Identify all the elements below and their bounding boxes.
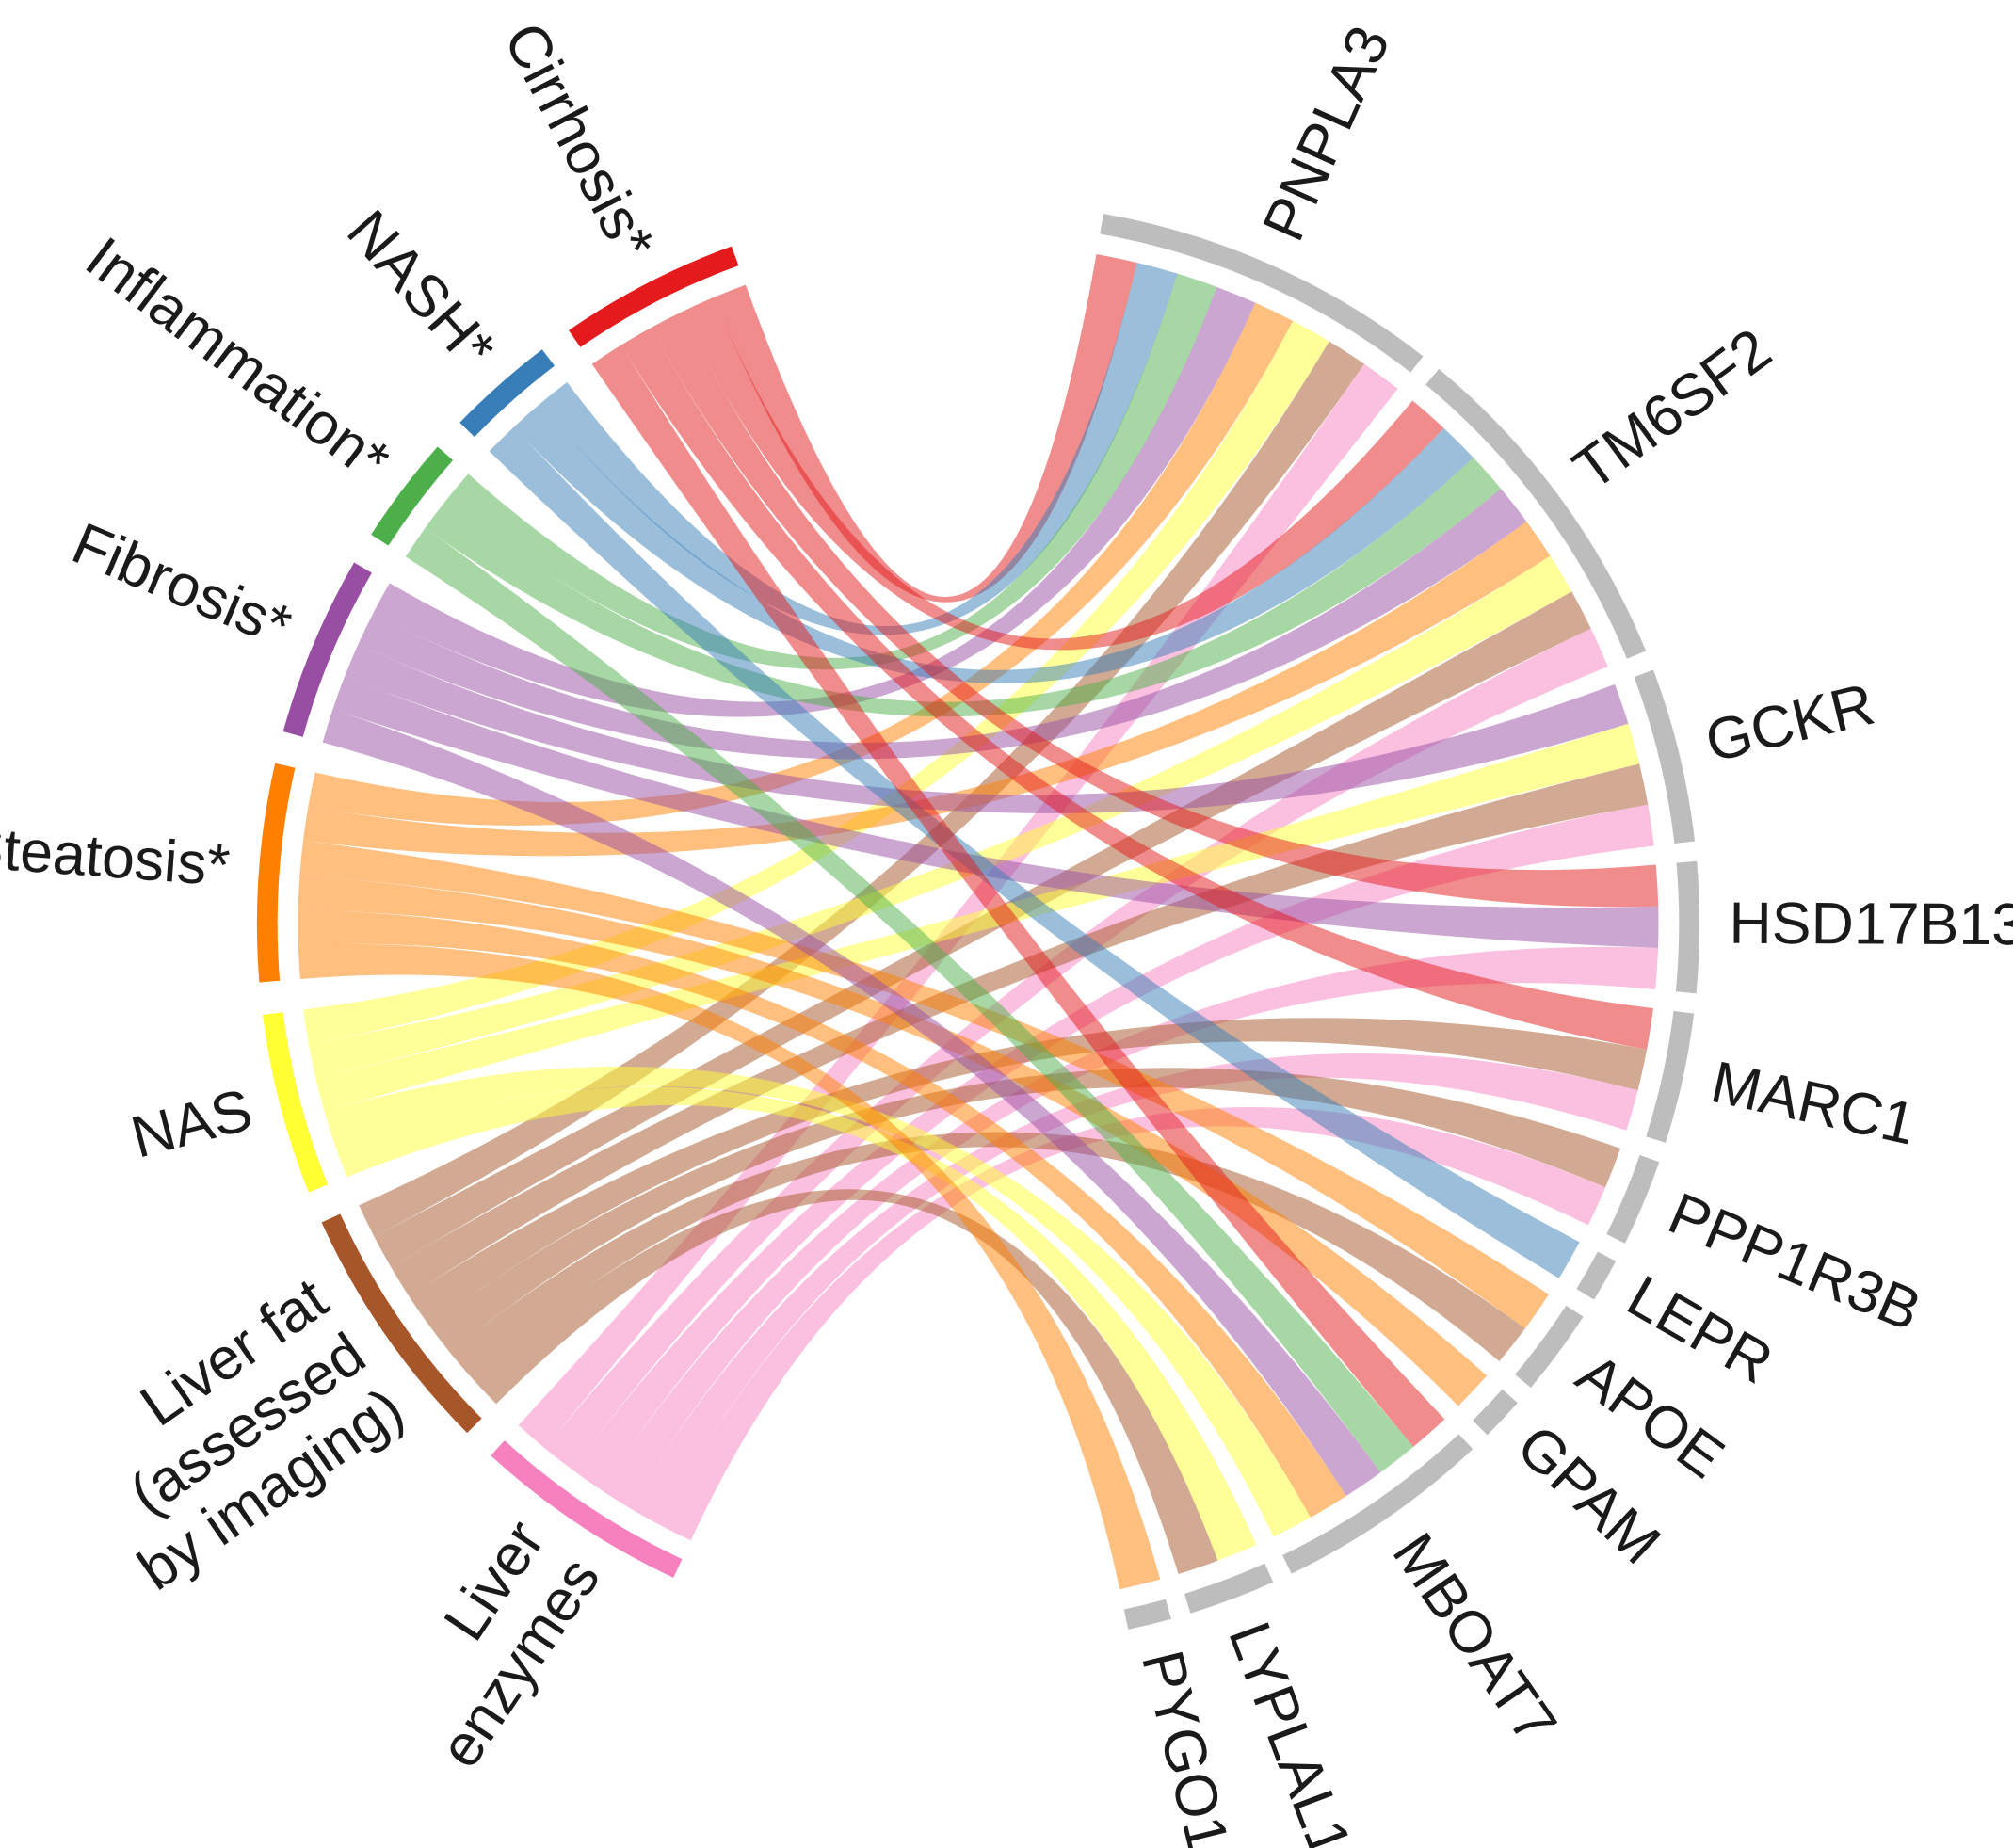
chord-ribbon bbox=[344, 644, 1629, 813]
gene-arc bbox=[1515, 1305, 1584, 1389]
node-label: PNPLA3 bbox=[1250, 17, 1403, 250]
node-label: MBOAT7 bbox=[1380, 1521, 1570, 1755]
node-label: GCKR bbox=[1699, 671, 1881, 776]
chord-ribbon bbox=[713, 253, 1137, 603]
chord-ribbon bbox=[539, 263, 1178, 635]
node-label: LYPLAL1 bbox=[1216, 1614, 1363, 1848]
trait-arc bbox=[568, 246, 739, 347]
trait-arc bbox=[459, 349, 556, 438]
gene-arc bbox=[1606, 1155, 1660, 1244]
node-label-line: Cirrhosis* bbox=[491, 12, 667, 270]
node-label: Steatosis* bbox=[0, 814, 232, 899]
rings bbox=[256, 214, 1700, 1630]
trait-arc bbox=[256, 763, 296, 983]
chord-ribbon bbox=[324, 1066, 1311, 1537]
gene-arc bbox=[1473, 1389, 1518, 1436]
node-label: PYGO1 bbox=[1129, 1645, 1241, 1848]
gene-arc bbox=[1646, 1010, 1695, 1143]
node-label-line: MBOAT7 bbox=[1380, 1521, 1570, 1755]
node-label-line: PNPLA3 bbox=[1250, 17, 1403, 250]
trait-arc bbox=[263, 1012, 329, 1193]
chord-ribbon bbox=[308, 555, 1572, 1079]
node-label: Fibrosis* bbox=[63, 510, 300, 660]
node-label-line: Inflammation* bbox=[73, 224, 401, 494]
chord-ribbon bbox=[489, 426, 1580, 1278]
gene-arc bbox=[1100, 214, 1424, 373]
node-label-line: LYPLAL1 bbox=[1216, 1614, 1363, 1848]
chord-ribbon bbox=[409, 1018, 1648, 1326]
chord-ribbon bbox=[332, 676, 1659, 948]
trait-arc bbox=[491, 1440, 683, 1578]
trait-arc bbox=[282, 562, 372, 737]
chord-ribbon bbox=[391, 763, 1649, 1297]
node-label: NAS bbox=[124, 1077, 258, 1171]
node-label: Inflammation* bbox=[73, 224, 401, 494]
node-label-line: HSD17B13 bbox=[1729, 891, 2013, 957]
node-label-line: NAS bbox=[124, 1077, 258, 1171]
node-label-line: NASH* bbox=[334, 198, 507, 381]
chord-ribbon bbox=[544, 628, 1608, 1470]
trait-arc bbox=[321, 1213, 482, 1434]
node-label: TM6SF2 bbox=[1562, 316, 1783, 504]
trait-arc bbox=[371, 446, 454, 546]
gene-arc bbox=[1123, 1599, 1171, 1630]
chord-ribbon bbox=[298, 909, 1346, 1518]
gene-arc bbox=[1425, 368, 1647, 659]
gene-arc bbox=[1675, 860, 1700, 994]
chord-ribbon bbox=[302, 521, 1551, 857]
node-label: Cirrhosis* bbox=[491, 12, 667, 270]
chord-ribbon bbox=[449, 1132, 1525, 1379]
node-label-line: TM6SF2 bbox=[1562, 316, 1783, 504]
node-label: NASH* bbox=[334, 198, 507, 381]
node-label-line: Steatosis* bbox=[0, 814, 232, 899]
node-label: MARC1 bbox=[1705, 1049, 1921, 1157]
chord-ribbon bbox=[405, 527, 1414, 1473]
chord-ribbon bbox=[513, 404, 1474, 683]
gene-arc bbox=[1576, 1251, 1617, 1300]
node-label: HSD17B13 bbox=[1729, 891, 2013, 957]
chord-ribbon bbox=[425, 458, 1502, 717]
chord-ribbon bbox=[334, 1086, 1257, 1561]
node-label-line: GCKR bbox=[1699, 671, 1881, 776]
chord-ribbon bbox=[682, 297, 1444, 651]
chord-ribbon bbox=[629, 1053, 1638, 1525]
chord-ribbon bbox=[315, 723, 1640, 1112]
node-label-line: MARC1 bbox=[1705, 1049, 1921, 1157]
node-label-line: Fibrosis* bbox=[63, 510, 300, 660]
chord-ribbon bbox=[591, 345, 1445, 1447]
chord-ribbon bbox=[308, 302, 1294, 826]
gene-arc bbox=[1184, 1563, 1274, 1614]
gene-arc bbox=[1282, 1434, 1474, 1574]
chord-ribbon bbox=[373, 286, 1256, 717]
ribbons bbox=[298, 253, 1659, 1590]
node-label-line: PYGO1 bbox=[1129, 1645, 1241, 1848]
gene-arc bbox=[1634, 669, 1696, 844]
